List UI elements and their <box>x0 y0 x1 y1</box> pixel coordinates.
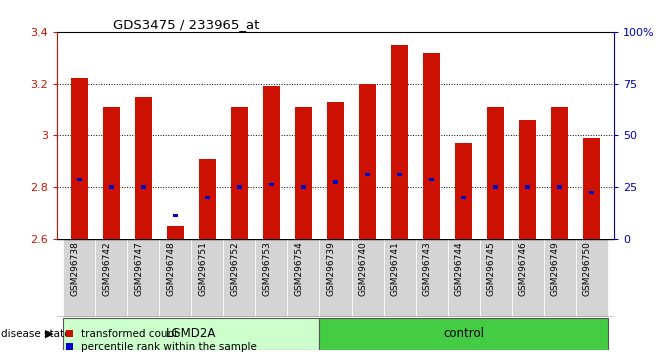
Text: GSM296748: GSM296748 <box>166 241 175 296</box>
Bar <box>525 185 531 189</box>
Bar <box>544 239 576 317</box>
Text: GSM296746: GSM296746 <box>519 241 527 296</box>
Bar <box>135 97 152 239</box>
Text: GSM296752: GSM296752 <box>230 241 240 296</box>
Bar <box>359 84 376 239</box>
Bar <box>588 191 595 194</box>
Bar <box>391 45 409 239</box>
Bar <box>191 239 223 317</box>
Bar <box>551 107 568 239</box>
Bar <box>160 239 191 317</box>
Text: GSM296741: GSM296741 <box>391 241 399 296</box>
Bar <box>205 196 210 199</box>
Bar <box>415 239 448 317</box>
Text: GSM296751: GSM296751 <box>199 241 207 296</box>
Bar <box>295 107 312 239</box>
Text: GSM296744: GSM296744 <box>454 241 464 296</box>
Text: ▶: ▶ <box>46 329 54 339</box>
Bar <box>486 107 505 239</box>
Bar <box>519 120 536 239</box>
Bar <box>262 86 280 239</box>
Bar <box>256 239 287 317</box>
Bar <box>166 226 185 239</box>
Text: GSM296740: GSM296740 <box>358 241 368 296</box>
Bar <box>423 53 440 239</box>
Bar <box>199 159 216 239</box>
Text: GSM296745: GSM296745 <box>486 241 496 296</box>
Bar <box>231 107 248 239</box>
Text: GSM296739: GSM296739 <box>327 241 336 296</box>
Bar <box>223 239 256 317</box>
Legend: transformed count, percentile rank within the sample: transformed count, percentile rank withi… <box>66 329 257 352</box>
Bar <box>576 239 607 317</box>
Bar <box>70 79 89 239</box>
Text: GSM296749: GSM296749 <box>550 241 560 296</box>
Text: LGMD2A: LGMD2A <box>166 327 217 340</box>
Text: GSM296754: GSM296754 <box>295 241 303 296</box>
Text: disease state: disease state <box>1 329 71 339</box>
Text: GSM296743: GSM296743 <box>423 241 431 296</box>
Bar <box>493 185 499 189</box>
Bar <box>172 214 178 217</box>
Bar <box>287 239 319 317</box>
Bar <box>268 183 274 186</box>
Bar <box>95 239 127 317</box>
Bar <box>511 239 544 317</box>
Bar <box>64 239 95 317</box>
Bar <box>141 185 146 189</box>
Bar <box>109 185 114 189</box>
Bar <box>455 143 472 239</box>
Bar <box>103 107 120 239</box>
Bar <box>327 102 344 239</box>
Bar <box>127 239 160 317</box>
Text: GDS3475 / 233965_at: GDS3475 / 233965_at <box>113 18 259 31</box>
Text: GSM296753: GSM296753 <box>262 241 272 296</box>
Bar <box>319 318 607 350</box>
Bar <box>76 178 83 181</box>
Text: GSM296747: GSM296747 <box>134 241 144 296</box>
Bar <box>461 196 466 199</box>
Bar <box>237 185 242 189</box>
Bar <box>364 172 370 176</box>
Text: control: control <box>443 327 484 340</box>
Bar <box>64 318 319 350</box>
Bar <box>319 239 352 317</box>
Bar <box>352 239 384 317</box>
Bar <box>301 185 307 189</box>
Bar <box>448 239 480 317</box>
Bar <box>397 172 403 176</box>
Bar <box>429 178 434 181</box>
Text: GSM296742: GSM296742 <box>103 241 111 296</box>
Bar <box>557 185 562 189</box>
Bar <box>480 239 511 317</box>
Bar <box>582 138 601 239</box>
Text: GSM296750: GSM296750 <box>582 241 592 296</box>
Bar <box>384 239 415 317</box>
Text: GSM296738: GSM296738 <box>70 241 79 296</box>
Bar <box>333 180 338 184</box>
